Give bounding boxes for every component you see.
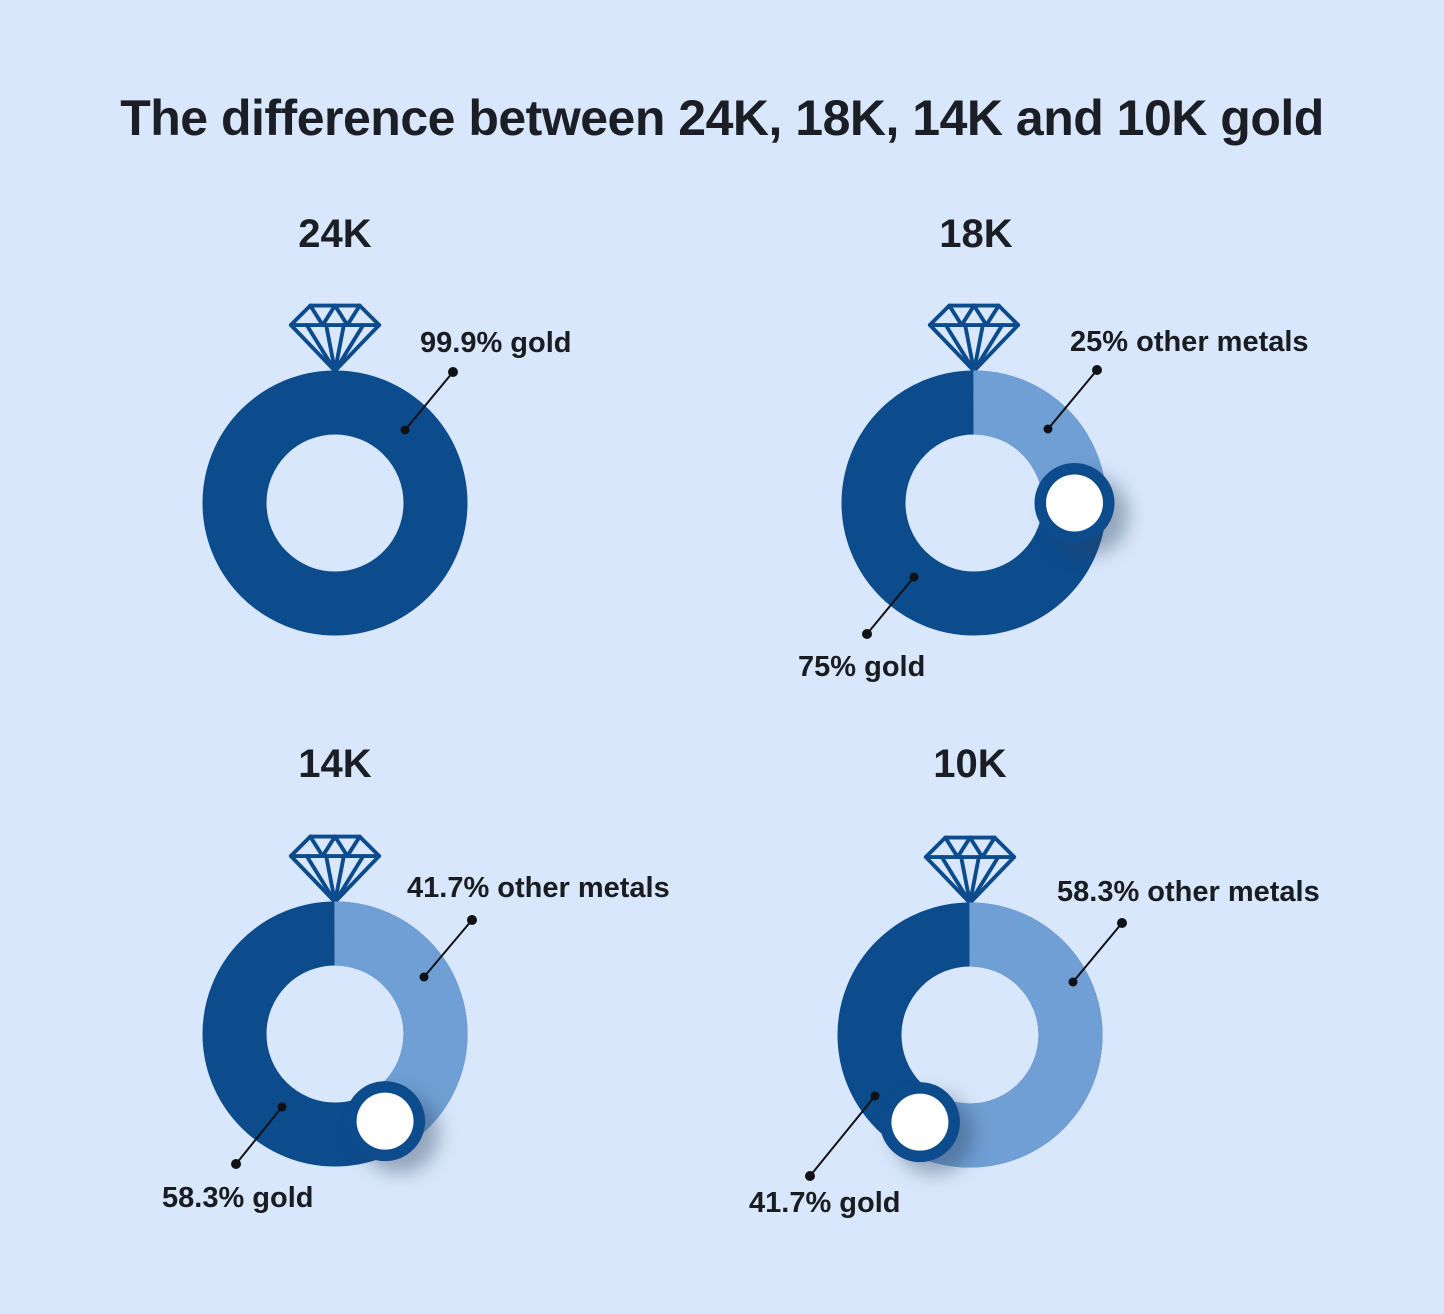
diamond-icon [923,835,1017,905]
callout-line [1047,369,1098,430]
label-14k-other: 41.7% other metals [407,872,670,904]
callout-dot [419,972,429,982]
callout-dot [870,1091,880,1101]
label-14k-gold: 58.3% gold [162,1182,314,1214]
callout-14k-other [419,915,477,982]
callout-10k-gold [805,1091,880,1181]
label-10k-other: 58.3% other metals [1057,876,1320,908]
callout-dot [1043,424,1053,434]
callout-dot [1092,365,1102,375]
callout-dot [231,1159,241,1169]
callout-dot [1068,977,1078,987]
callout-18k-gold [862,572,919,639]
callout-line [404,371,454,431]
label-10k-gold: 41.7% gold [749,1187,901,1219]
other-metals-segment [837,902,1103,1168]
callout-line [1072,922,1123,983]
callout-dot [805,1171,815,1181]
label-18k-gold: 75% gold [798,651,926,683]
callout-dot [400,425,410,435]
callout-line [423,919,473,978]
donut-ring-14k [202,834,468,1167]
gem-marker-pearl [356,1092,414,1150]
callout-dot [909,572,919,582]
other-metals-segment [202,901,468,1167]
callout-dot [862,629,872,639]
label-24k-gold: 99.9% gold [420,327,572,359]
callout-18k-other [1043,365,1102,434]
callout-dot [448,367,458,377]
callout-dot [1117,918,1127,928]
donut-ring-24k [202,303,468,636]
callout-line [866,576,915,635]
callout-24k-gold [400,367,458,435]
label-18k-other: 25% other metals [1070,326,1309,358]
karat-heading-14k: 14K [298,742,372,786]
diamond-icon [288,303,382,373]
diamond-icon [927,303,1021,373]
page-title: The difference between 24K, 18K, 14K and… [120,90,1324,146]
karat-heading-24k: 24K [298,212,372,256]
gem-marker-pearl [891,1093,949,1151]
callout-dot [277,1102,287,1112]
karat-heading-18k: 18K [939,212,1013,256]
callout-dot [467,915,477,925]
karat-heading-10k: 10K [933,742,1007,786]
gem-marker-pearl [1046,474,1103,532]
callout-line [235,1106,283,1165]
diamond-icon [288,834,382,904]
callout-14k-gold [231,1102,287,1169]
gold-segment [202,370,468,636]
callout-10k-other [1068,918,1127,987]
donut-ring-10k [837,835,1103,1168]
callout-line [809,1095,876,1177]
donut-ring-18k [841,303,1115,636]
